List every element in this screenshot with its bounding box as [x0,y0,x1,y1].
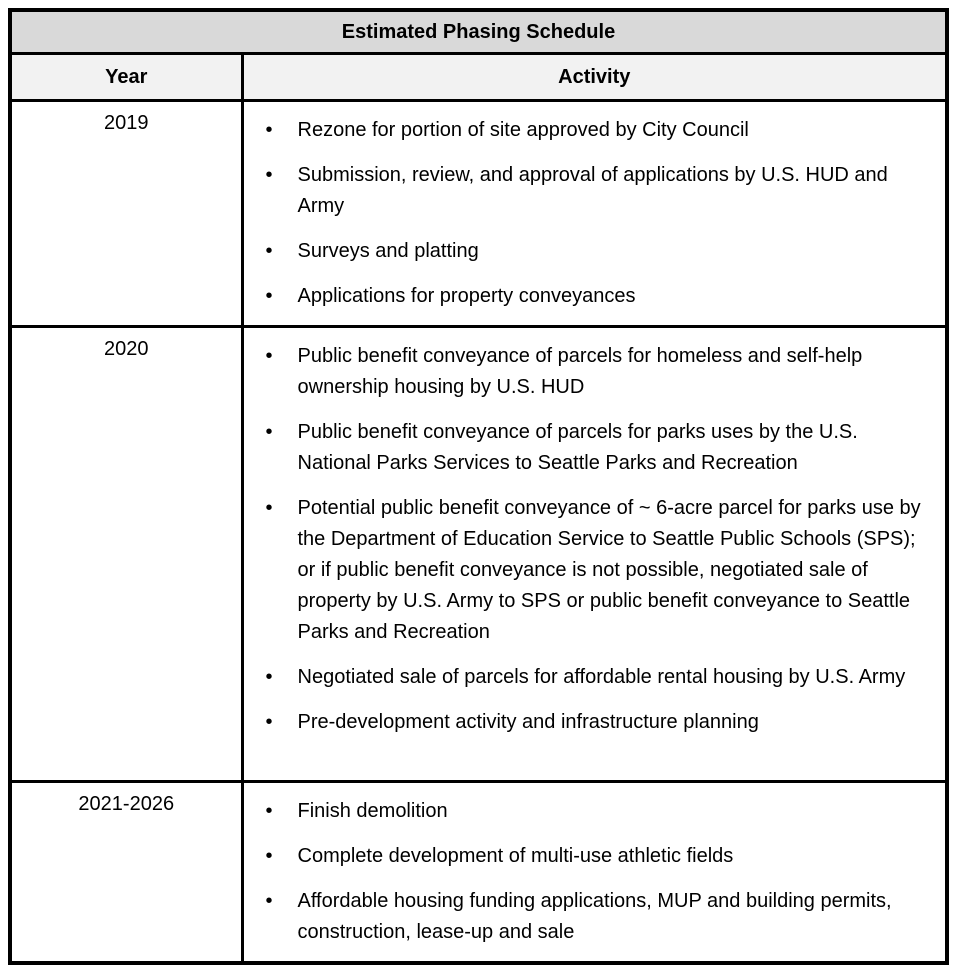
bullet-icon: • [265,845,273,867]
bullet-icon: • [265,800,273,822]
year-value: 2021-2026 [8,780,244,965]
activity-text: Potential public benefit conveyance of ~… [297,497,921,643]
activity-text: Public benefit conveyance of parcels for… [297,421,858,474]
activity-item: • Surveys and platting [262,236,936,267]
activity-text: Submission, review, and approval of appl… [297,164,888,217]
year-value: 2019 [8,99,244,328]
activity-list: • Finish demolition • Complete developme… [240,780,949,965]
activity-item: • Negotiated sale of parcels for afforda… [262,662,936,693]
year-value: 2020 [8,325,244,783]
activity-item: • Complete development of multi-use athl… [262,841,936,872]
table-row-2020: 2020 • Public benefit conveyance of parc… [8,325,949,783]
activity-text: Negotiated sale of parcels for affordabl… [297,666,906,688]
bullet-icon: • [265,119,273,141]
bullet-icon: • [265,890,273,912]
table-title: Estimated Phasing Schedule [8,8,949,55]
activity-item: • Pre-development activity and infrastru… [262,707,936,738]
table-row-2021-2026: 2021-2026 • Finish demolition • Complete… [8,780,949,965]
bullet-icon: • [265,497,273,519]
column-header-activity: Activity [240,52,949,102]
activity-item: • Rezone for portion of site approved by… [262,115,936,146]
activity-text: Surveys and platting [297,240,479,262]
activity-item: • Potential public benefit conveyance of… [262,493,936,648]
activity-text: Pre-development activity and infrastruct… [297,711,759,733]
bullet-icon: • [265,285,273,307]
activity-item: • Finish demolition [262,796,936,827]
activity-text: Public benefit conveyance of parcels for… [297,345,863,398]
bullet-icon: • [265,666,273,688]
activity-list: • Rezone for portion of site approved by… [240,99,949,328]
column-header-row: Year Activity [8,52,949,102]
activity-text: Rezone for portion of site approved by C… [297,119,749,141]
activity-list: • Public benefit conveyance of parcels f… [240,325,949,783]
activity-item: • Affordable housing funding application… [262,886,936,948]
activity-text: Complete development of multi-use athlet… [297,845,734,867]
phasing-schedule-table: Estimated Phasing Schedule Year Activity… [8,8,949,965]
title-row: Estimated Phasing Schedule [8,8,949,55]
activity-text: Applications for property conveyances [297,285,636,307]
activity-text: Affordable housing funding applications,… [297,890,892,943]
activity-item: • Applications for property conveyances [262,281,936,312]
activity-item: • Public benefit conveyance of parcels f… [262,417,936,479]
activity-item: • Submission, review, and approval of ap… [262,160,936,222]
activity-item: • Public benefit conveyance of parcels f… [262,341,936,403]
bullet-icon: • [265,421,273,443]
bullet-icon: • [265,164,273,186]
table-row-2019: 2019 • Rezone for portion of site approv… [8,99,949,328]
column-header-year: Year [8,52,244,102]
bullet-icon: • [265,711,273,733]
bullet-icon: • [265,345,273,367]
activity-text: Finish demolition [297,800,448,822]
bullet-icon: • [265,240,273,262]
